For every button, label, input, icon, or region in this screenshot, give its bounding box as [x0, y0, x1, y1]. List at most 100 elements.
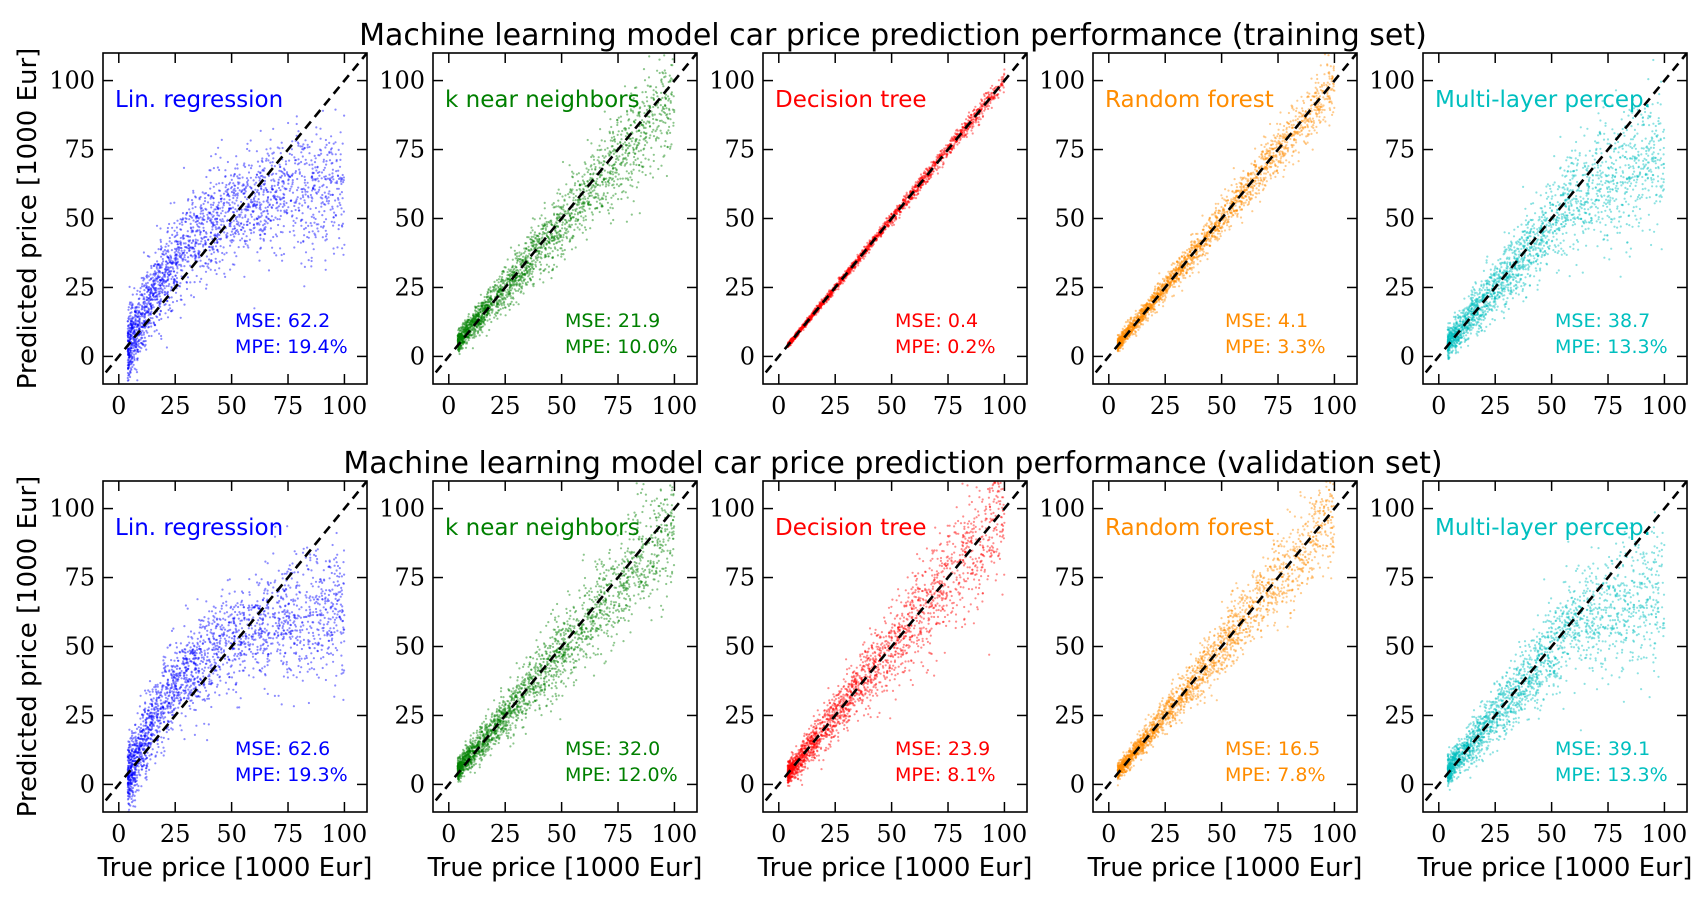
- scatter-point: [253, 203, 256, 206]
- scatter-point: [513, 270, 516, 273]
- scatter-point: [126, 331, 129, 334]
- scatter-point: [653, 113, 656, 116]
- scatter-point: [488, 312, 491, 315]
- scatter-point: [568, 214, 571, 217]
- scatter-point: [154, 295, 157, 298]
- scatter-point: [464, 328, 467, 331]
- scatter-point: [483, 318, 486, 321]
- scatter-point: [468, 323, 471, 326]
- scatter-point: [618, 163, 622, 166]
- scatter-point: [175, 239, 178, 242]
- scatter-point: [194, 243, 197, 246]
- scatter-point: [138, 290, 142, 293]
- scatter-point: [670, 93, 673, 96]
- scatter-point: [176, 243, 179, 246]
- scatter-point: [641, 100, 644, 103]
- scatter-point: [216, 211, 219, 214]
- scatter-point: [523, 278, 527, 281]
- scatter-point: [508, 291, 511, 294]
- scatter-point: [320, 177, 323, 180]
- scatter-point: [228, 183, 231, 186]
- scatter-point: [519, 262, 523, 265]
- scatter-point: [174, 274, 177, 277]
- scatter-point: [132, 346, 135, 349]
- scatter-point: [262, 239, 265, 242]
- scatter-point: [581, 205, 585, 208]
- scatter-point: [642, 102, 645, 105]
- scatter-point: [186, 230, 189, 233]
- scatter-point: [216, 248, 219, 251]
- scatter-point: [208, 212, 211, 215]
- scatter-point: [293, 246, 296, 249]
- scatter-point: [250, 186, 253, 189]
- scatter-point: [472, 331, 475, 334]
- scatter-point: [141, 325, 144, 328]
- scatter-point: [464, 325, 467, 328]
- scatter-point: [540, 237, 543, 240]
- scatter-point: [129, 323, 132, 326]
- scatter-point: [126, 364, 129, 367]
- scatter-point: [279, 176, 283, 179]
- scatter-point: [505, 294, 508, 297]
- scatter-point: [133, 326, 136, 329]
- scatter-point: [219, 197, 222, 201]
- scatter-point: [127, 367, 130, 370]
- scatter-point: [220, 212, 223, 215]
- scatter-point: [202, 218, 205, 221]
- scatter-point: [650, 146, 653, 149]
- scatter-point: [577, 201, 580, 204]
- scatter-point: [625, 148, 628, 151]
- scatter-point: [278, 196, 281, 199]
- scatter-point: [638, 142, 641, 145]
- scatter-point: [497, 301, 500, 304]
- scatter-point: [622, 158, 625, 161]
- scatter-point: [162, 260, 165, 263]
- scatter-point: [534, 263, 537, 266]
- scatter-point: [620, 138, 623, 141]
- scatter-point: [478, 308, 481, 311]
- scatter-point: [232, 189, 235, 192]
- scatter-point: [597, 197, 600, 200]
- scatter-point: [251, 205, 254, 208]
- scatter-point: [827, 293, 830, 296]
- scatter-point: [278, 186, 281, 190]
- scatter-point: [263, 182, 266, 185]
- scatter-point: [671, 108, 675, 111]
- scatter-point: [270, 188, 274, 191]
- scatter-point: [231, 263, 234, 266]
- scatter-point: [799, 327, 802, 330]
- scatter-point: [264, 226, 267, 229]
- scatter-point: [131, 293, 134, 296]
- scatter-point: [666, 132, 669, 135]
- scatter-point: [515, 261, 519, 264]
- scatter-point: [166, 290, 169, 293]
- scatter-point: [241, 216, 244, 219]
- scatter-point: [245, 239, 248, 243]
- scatter-point: [325, 233, 328, 236]
- scatter-point: [154, 273, 157, 276]
- scatter-point: [210, 222, 213, 225]
- scatter-point: [268, 203, 271, 206]
- scatter-point: [143, 303, 146, 306]
- scatter-point: [605, 183, 608, 186]
- scatter-point: [159, 264, 162, 267]
- scatter-point: [265, 157, 268, 160]
- scatter-point: [518, 282, 521, 285]
- scatter-point: [229, 239, 232, 242]
- scatter-point: [791, 337, 794, 340]
- scatter-point: [160, 334, 163, 338]
- scatter-point: [328, 190, 331, 193]
- scatter-point: [141, 336, 144, 340]
- scatter-point: [222, 246, 225, 249]
- scatter-point: [527, 265, 531, 269]
- scatter-point: [457, 327, 460, 330]
- scatter-point: [132, 321, 135, 324]
- scatter-point: [190, 254, 193, 257]
- scatter-point: [199, 231, 202, 234]
- scatter-point: [457, 338, 460, 341]
- scatter-point: [652, 98, 656, 101]
- scatter-point: [456, 334, 459, 337]
- scatter-point: [288, 175, 292, 178]
- scatter-point: [457, 339, 461, 342]
- scatter-point: [507, 268, 510, 271]
